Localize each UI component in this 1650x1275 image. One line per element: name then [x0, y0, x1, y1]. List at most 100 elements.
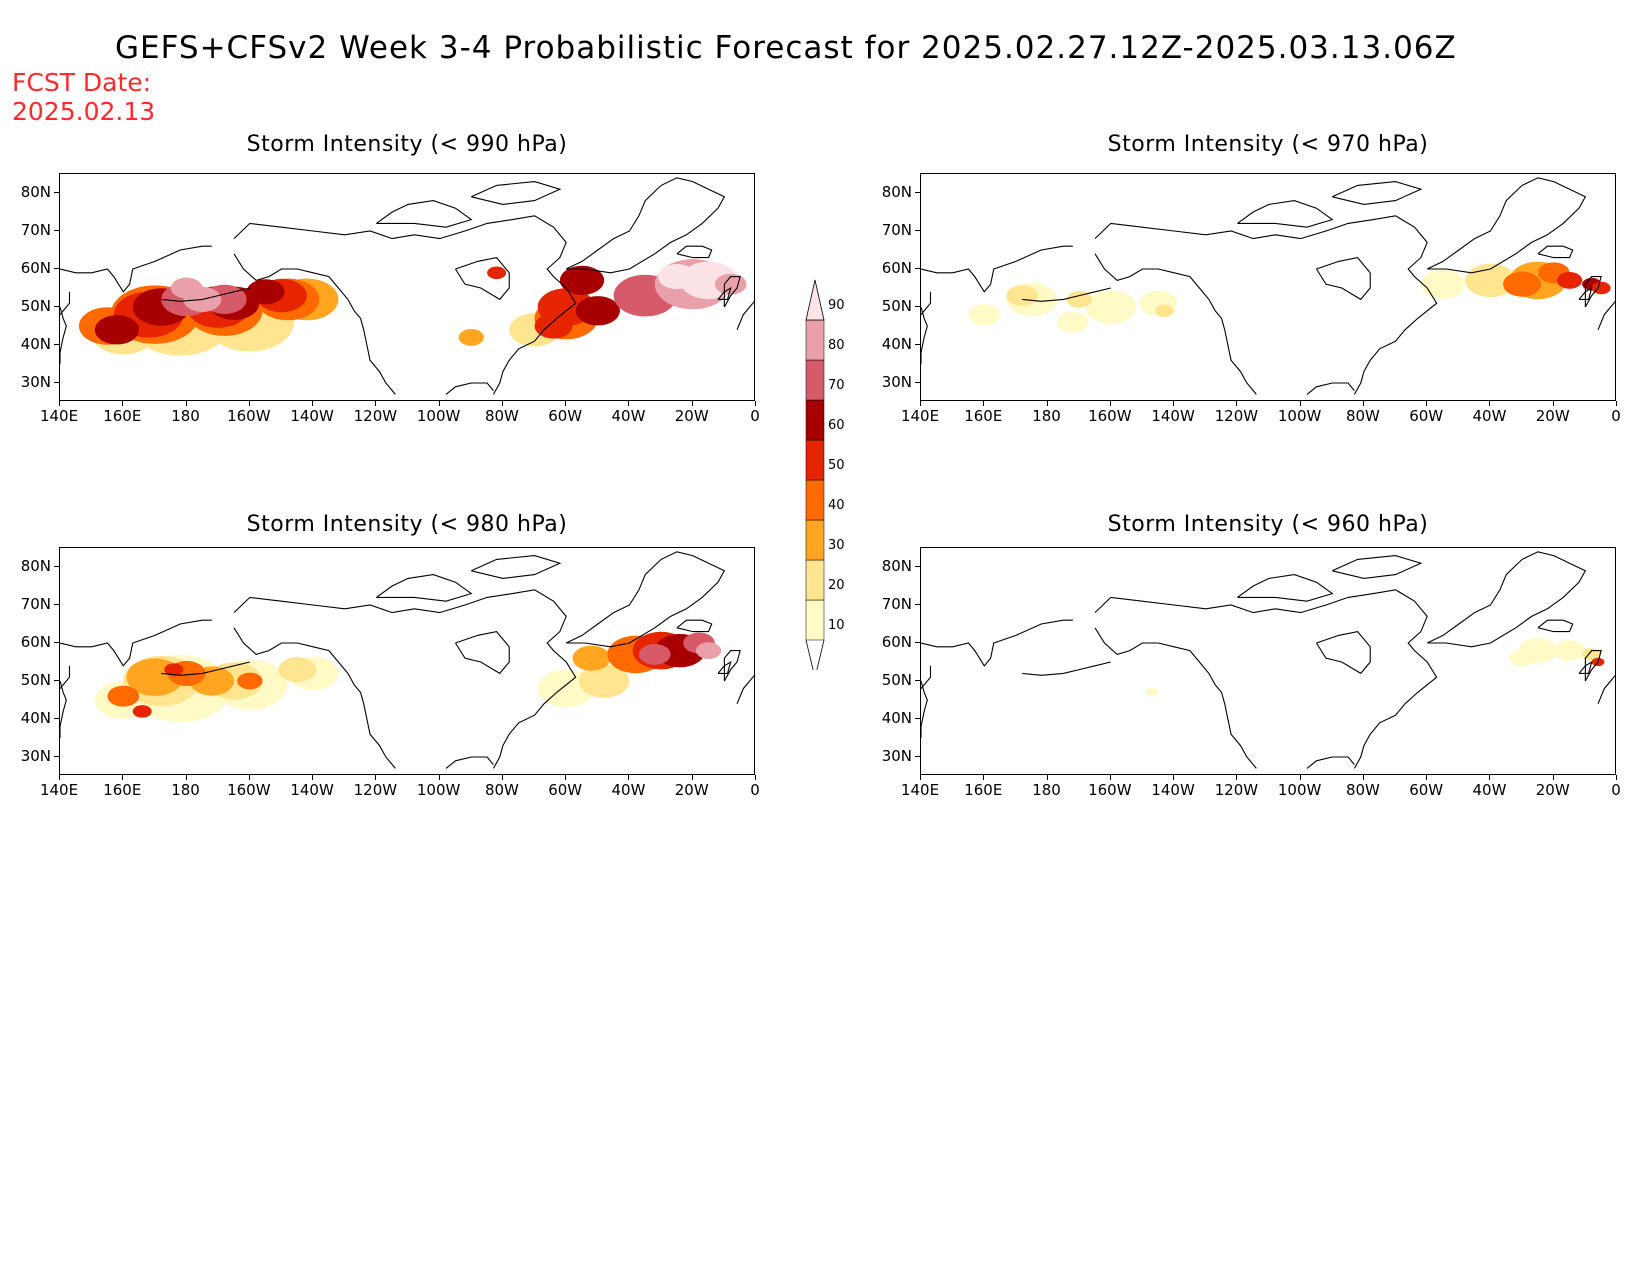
panel-title: Storm Intensity (< 980 hPa): [246, 512, 568, 537]
probability-shade: [132, 705, 152, 718]
coastline: [1584, 650, 1602, 682]
forecast-date-value: 2025.02.13: [12, 97, 156, 126]
lat-tick-mark: [915, 756, 920, 757]
lon-tick-mark: [691, 401, 693, 406]
coastline: [1578, 286, 1593, 300]
coastline: [233, 215, 577, 395]
lon-tick-label: 160E: [103, 407, 142, 425]
lat-tick-mark: [54, 192, 59, 193]
lon-tick-label: 160E: [964, 407, 1003, 425]
lat-tick-mark: [915, 230, 920, 231]
lon-tick-mark: [122, 775, 124, 780]
lon-tick-label: 160E: [964, 781, 1003, 799]
coastline: [1237, 574, 1334, 602]
lon-tick-label: 0: [750, 781, 760, 799]
map-panel: [59, 173, 755, 401]
lon-tick-mark: [438, 401, 440, 406]
probability-shade: [1420, 269, 1466, 299]
coastline: [1597, 300, 1615, 331]
lon-tick-label: 40W: [611, 407, 646, 425]
lon-tick-mark: [501, 401, 503, 406]
lat-tick-mark: [915, 344, 920, 345]
lat-tick-label: 30N: [881, 747, 912, 765]
probability-shade: [94, 315, 140, 345]
coastline: [1537, 619, 1574, 633]
coastline: [736, 674, 754, 705]
probability-shade: [458, 329, 484, 346]
coastline: [454, 256, 510, 301]
lat-tick-mark: [915, 566, 920, 567]
lon-tick-label: 180: [1032, 407, 1061, 425]
lat-tick-label: 80N: [881, 557, 912, 575]
lat-tick-label: 50N: [20, 671, 51, 689]
colorbar-level-label: 50: [828, 458, 845, 473]
lon-tick-label: 20W: [674, 407, 709, 425]
coastline: [161, 287, 250, 302]
lat-tick-label: 60N: [881, 633, 912, 651]
lat-tick-label: 70N: [20, 221, 51, 239]
lon-tick-mark: [1362, 401, 1364, 406]
probability-shade: [572, 645, 611, 671]
lat-tick-mark: [54, 230, 59, 231]
probability-shade: [164, 663, 184, 676]
lon-tick-label: 60W: [548, 407, 583, 425]
lon-tick-label: 140E: [900, 781, 940, 799]
colorbar-tail: [805, 639, 825, 679]
coastline: [233, 589, 577, 769]
coastline: [60, 291, 71, 315]
colorbar-level-label: 70: [828, 378, 845, 393]
lon-tick-mark: [1173, 775, 1175, 780]
lat-tick-mark: [54, 382, 59, 383]
coastline: [921, 619, 1073, 667]
lon-tick-label: 140W: [290, 781, 334, 799]
coastline: [736, 300, 754, 331]
lon-tick-mark: [1236, 775, 1238, 780]
coastline: [1332, 181, 1423, 205]
coastline: [1094, 627, 1257, 769]
lon-tick-label: 140E: [900, 407, 940, 425]
lon-tick-label: 100W: [1277, 781, 1322, 799]
lon-tick-label: 20W: [674, 781, 709, 799]
lon-tick-mark: [438, 775, 440, 780]
lon-tick-mark: [1616, 775, 1617, 780]
lon-tick-label: 100W: [416, 781, 461, 799]
lat-tick-mark: [54, 756, 59, 757]
lon-tick-mark: [628, 775, 630, 780]
colorbar-level-label: 40: [828, 498, 845, 513]
lon-tick-mark: [983, 401, 985, 406]
coastline: [565, 551, 726, 648]
probability-shade: [107, 685, 140, 707]
coastline: [60, 665, 71, 689]
lon-tick-label: 160E: [103, 781, 142, 799]
lat-tick-mark: [915, 268, 920, 269]
lat-tick-mark: [54, 344, 59, 345]
lon-tick-label: 60W: [1409, 781, 1444, 799]
lat-tick-mark: [54, 718, 59, 719]
lat-tick-label: 70N: [20, 595, 51, 613]
coastline: [1022, 287, 1111, 302]
coastline: [233, 627, 396, 769]
coastline: [161, 661, 250, 676]
coastline: [921, 245, 1073, 293]
lat-tick-label: 50N: [881, 671, 912, 689]
probability-shade: [714, 273, 747, 295]
probability-shade: [695, 642, 722, 659]
coastline: [60, 619, 212, 667]
probability-shade: [237, 672, 263, 690]
lon-tick-mark: [1489, 775, 1491, 780]
coastline: [921, 680, 928, 738]
probability-shade: [487, 266, 507, 280]
lon-tick-mark: [185, 401, 187, 406]
lon-tick-label: 0: [1611, 407, 1621, 425]
lon-tick-label: 140W: [290, 407, 334, 425]
colorbar: [800, 270, 860, 679]
lon-tick-mark: [248, 775, 250, 780]
lon-tick-mark: [1616, 401, 1617, 406]
lat-tick-mark: [54, 306, 59, 307]
lon-tick-mark: [1489, 401, 1491, 406]
colorbar-bin: [805, 439, 825, 481]
coastline: [1426, 177, 1587, 274]
coastline: [376, 574, 473, 602]
coastline: [921, 291, 932, 315]
colorbar-bin: [805, 319, 825, 361]
